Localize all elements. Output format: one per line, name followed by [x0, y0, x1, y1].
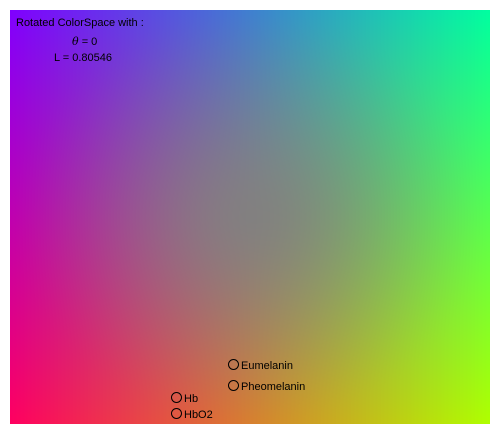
marker-hb: Hb [171, 392, 198, 406]
theta-value: = 0 [81, 36, 98, 48]
marker-pheomelanin: Pheomelanin [228, 380, 305, 394]
marker-label: HbO2 [184, 409, 213, 421]
marker-hbo2: HbO2 [171, 408, 213, 422]
circle-icon [228, 380, 239, 391]
info-lightness: L = 0.80546 [54, 52, 113, 64]
theta-symbol: θ [72, 35, 79, 48]
marker-label: Hb [184, 393, 199, 405]
marker-eumelanin: Eumelanin [228, 359, 293, 373]
marker-label: Eumelanin [241, 360, 293, 372]
circle-icon [228, 359, 239, 370]
info-title: Rotated ColorSpace with : [16, 17, 144, 29]
colorspace-plot: Rotated ColorSpace with : θ = 0 L = 0.80… [10, 10, 490, 424]
info-theta: θ = 0 [72, 35, 97, 49]
color-gradient [10, 10, 490, 424]
circle-icon [171, 408, 182, 419]
circle-icon [171, 392, 182, 403]
marker-label: Pheomelanin [241, 381, 306, 393]
